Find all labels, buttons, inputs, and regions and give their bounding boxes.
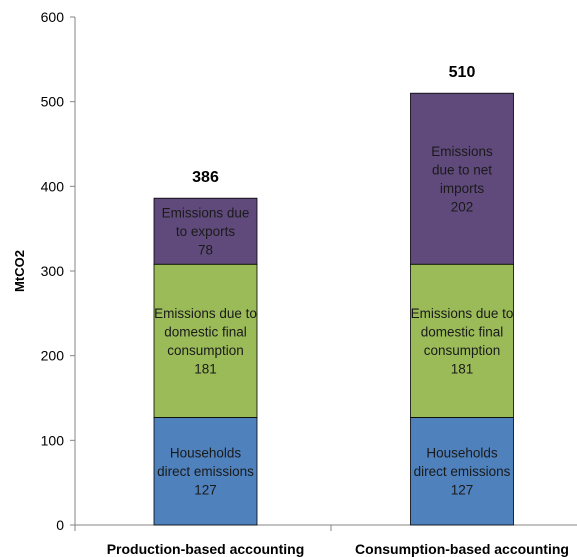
bar-segment-label: Emissions due to domestic final consumptio… [154, 306, 257, 377]
y-tick-label: 100 [41, 432, 65, 448]
x-category-label: Consumption-based accounting [355, 541, 569, 557]
bar-segment [410, 263, 514, 418]
bar-segment [410, 92, 514, 265]
y-axis-title: MtCO2 [12, 250, 27, 292]
bar-total-label: 510 [449, 64, 476, 81]
bar-segment-label: Households direct emissions 127 [157, 446, 254, 498]
bar-segment-label: Emissions due to exports 78 [162, 206, 250, 258]
y-tick-label: 300 [41, 263, 65, 279]
y-tick-label: 200 [41, 348, 65, 364]
x-category-label: Production-based accounting [107, 541, 305, 557]
labels: Production-based accounting Consumption-b… [107, 64, 569, 557]
bar-segment-label: Emissions due to net imports 202 [431, 144, 493, 215]
y-tick-label: 500 [41, 94, 65, 110]
bar-segment-label: Households direct emissions 127 [414, 446, 511, 498]
bar-total-label: 386 [192, 169, 219, 186]
bar-segment [153, 263, 258, 418]
bar-segment-label: Emissions due to domestic final consumptio… [411, 306, 514, 377]
bars [153, 92, 514, 526]
y-tick-label: 400 [41, 178, 65, 194]
y-tick-label: 0 [56, 517, 64, 533]
bar-segment [153, 417, 258, 526]
y-tick-label: 600 [41, 9, 65, 25]
axes: 0 100 200 300 400 500 600 MtCO2 [12, 9, 577, 533]
bar-segment [410, 417, 514, 526]
bar-segment [153, 197, 258, 265]
